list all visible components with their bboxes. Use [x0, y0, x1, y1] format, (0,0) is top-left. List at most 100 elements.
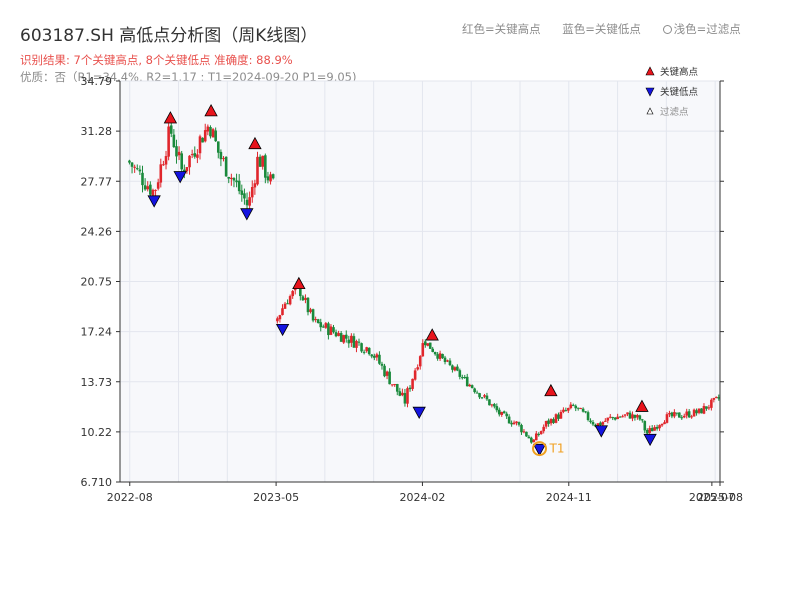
candle-body: [151, 189, 155, 196]
candle-body: [334, 332, 338, 337]
y-tick-label: 27.77: [81, 175, 113, 188]
candle-body: [473, 388, 476, 393]
candle-body: [365, 347, 368, 352]
candle-body: [324, 323, 328, 328]
candle-body: [245, 199, 249, 206]
candle-body: [240, 190, 244, 195]
candle-body: [441, 353, 444, 358]
candle-body: [547, 420, 550, 424]
candle-body: [314, 319, 317, 321]
candle-body: [128, 160, 131, 163]
key-low-marker: [594, 425, 608, 438]
key-low-marker: [275, 323, 290, 337]
candle-body: [337, 333, 340, 336]
candle-body: [344, 334, 348, 339]
candle-body: [143, 185, 147, 190]
key-high-marker: [635, 399, 649, 412]
candle-body: [395, 383, 399, 392]
axes: [116, 80, 724, 486]
candle-body: [456, 366, 459, 371]
candle-body: [433, 351, 437, 355]
candle-body: [478, 393, 481, 398]
candle-body: [611, 417, 615, 419]
candle-body: [495, 406, 499, 411]
candle-body: [438, 353, 442, 359]
candle-body: [697, 408, 701, 413]
y-tick-label: 24.26: [81, 225, 113, 238]
candle-body: [485, 395, 489, 400]
candle-body: [201, 137, 204, 143]
candle-body: [488, 399, 491, 406]
legend-filter-label: 过滤点: [660, 106, 689, 118]
candle-body: [468, 384, 471, 387]
candle-body: [451, 365, 454, 370]
candle-body: [530, 437, 533, 443]
candle-body: [190, 154, 194, 156]
candle-body: [169, 125, 173, 134]
key-low-marker: [173, 171, 187, 184]
candle-body: [162, 164, 165, 166]
candle-body: [306, 297, 310, 313]
candle-body: [601, 422, 605, 425]
markers: T1: [147, 104, 657, 457]
candle-body: [712, 397, 716, 400]
candle-body: [401, 392, 404, 396]
candle-body: [237, 180, 241, 192]
candle-body: [316, 319, 320, 324]
candle-body: [586, 412, 590, 421]
candle-body: [352, 336, 356, 348]
candle-body: [564, 410, 568, 412]
candle-body: [133, 166, 136, 168]
legend-high-note: 红色=关键高点: [462, 22, 541, 36]
key-high-marker: [163, 111, 178, 124]
candle-body: [138, 169, 142, 172]
candle-body: [670, 412, 674, 417]
candle-body: [692, 409, 696, 417]
candle-body: [522, 431, 526, 433]
candle-body: [502, 411, 506, 414]
candle-body: [198, 136, 202, 154]
candle-body: [534, 433, 538, 441]
candle-body: [596, 423, 600, 427]
candle-body: [380, 363, 384, 366]
candle-body: [567, 407, 570, 411]
legend-high-icon: [645, 66, 655, 76]
candle-body: [203, 130, 207, 142]
candle-body: [385, 371, 389, 376]
candle-body: [562, 409, 565, 412]
candle-body: [248, 197, 251, 206]
key-high-marker: [248, 136, 262, 150]
candle-body: [383, 365, 386, 377]
candle-body: [690, 416, 693, 418]
candle-body: [621, 416, 624, 418]
chart-legend: 关键高点 关键低点 过滤点: [645, 66, 699, 118]
x-tick-label: 2025-08: [697, 491, 743, 504]
candle-body: [665, 414, 669, 423]
candle-body: [347, 339, 351, 344]
candle-body: [177, 151, 181, 156]
candle-body: [633, 414, 637, 418]
candle-body: [423, 341, 427, 346]
candle-body: [576, 407, 580, 409]
candle-body: [154, 189, 157, 191]
candle-body: [227, 176, 231, 179]
candle-body: [276, 318, 279, 322]
candle-body: [135, 168, 139, 170]
candle-body: [211, 129, 215, 138]
candle-body: [408, 387, 412, 390]
candle-body: [288, 296, 292, 305]
candle-body: [426, 343, 430, 346]
candle-body: [448, 360, 452, 366]
y-tick-label: 20.75: [81, 276, 113, 289]
key-low-marker: [532, 443, 547, 457]
candle-body: [687, 411, 691, 418]
candle-body: [253, 183, 257, 188]
candle-body: [206, 126, 210, 132]
candle-body: [146, 186, 150, 190]
y-tick-label: 17.24: [81, 326, 113, 339]
candle-body: [271, 174, 275, 179]
candle-body: [613, 417, 617, 420]
candle-body: [156, 182, 160, 189]
candle-body: [235, 180, 238, 183]
